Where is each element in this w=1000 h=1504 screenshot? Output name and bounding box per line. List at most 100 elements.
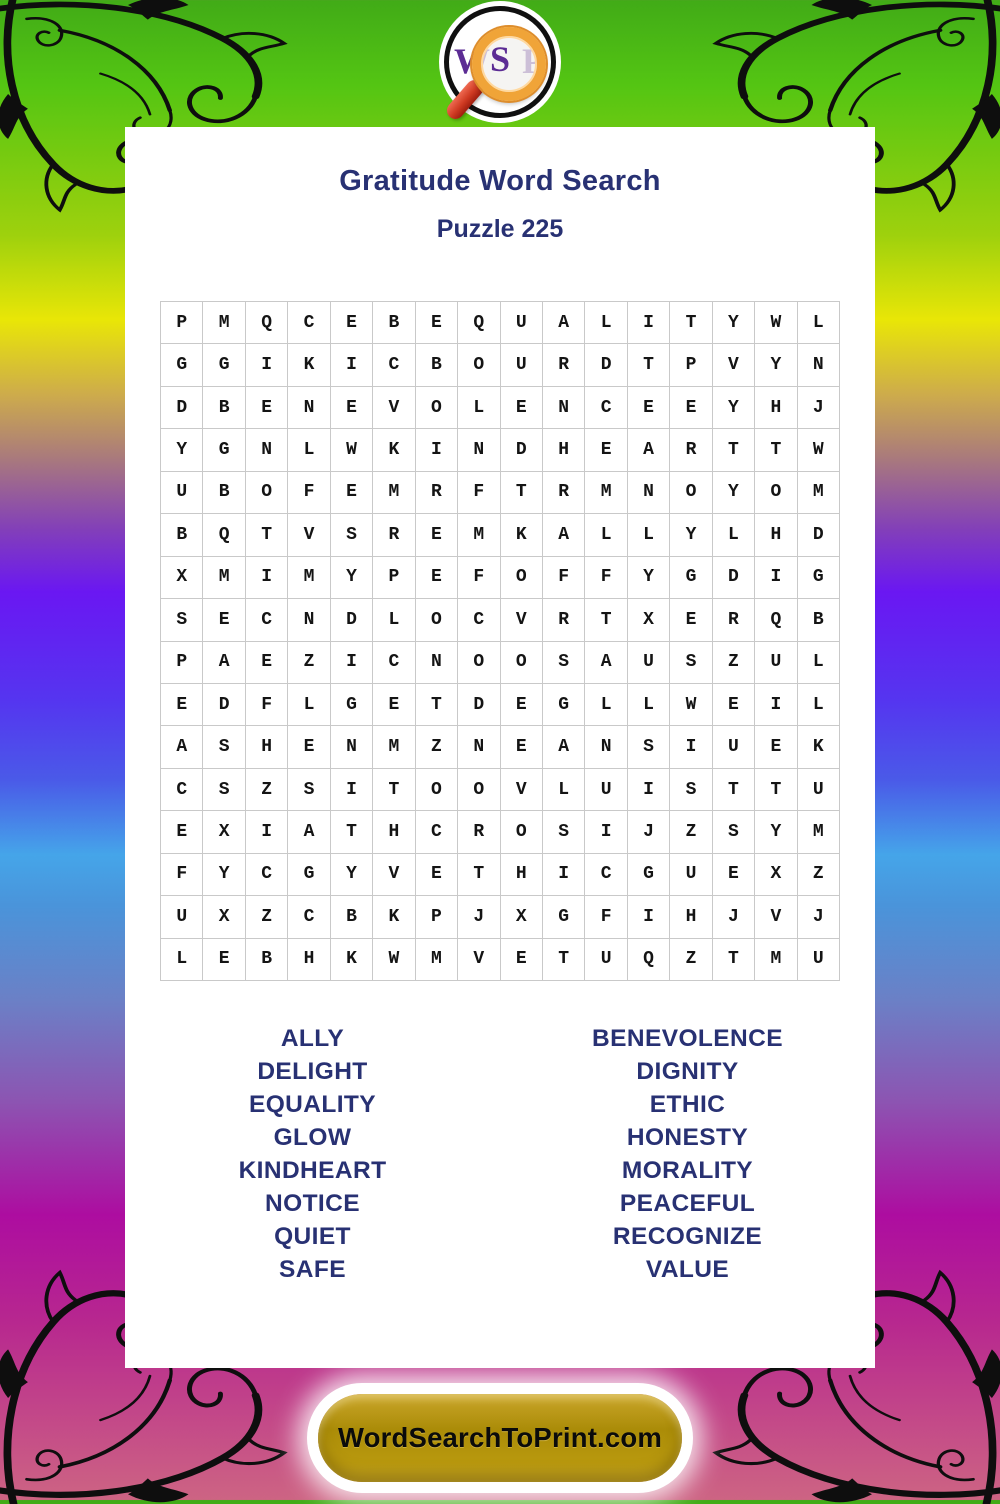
grid-cell: N xyxy=(288,386,331,430)
grid-cell: D xyxy=(161,386,204,430)
grid-cell: X xyxy=(755,853,798,897)
grid-cell: I xyxy=(542,853,586,897)
grid-cell: G xyxy=(288,853,331,897)
grid-cell: C xyxy=(245,599,289,642)
grid-cell: M xyxy=(373,726,416,769)
grid-cell: W xyxy=(330,429,374,472)
wsp-logo: W S P xyxy=(439,1,561,123)
grid-cell: W xyxy=(797,429,840,472)
grid-cell: Q xyxy=(245,302,289,345)
grid-cell: U xyxy=(161,471,204,515)
logo-letter-s: S xyxy=(489,39,511,79)
grid-cell: A xyxy=(585,641,628,684)
word-list-item: DELIGHT xyxy=(257,1058,368,1085)
grid-cell: H xyxy=(542,429,586,472)
grid-cell: N xyxy=(288,599,331,642)
grid-cell: E xyxy=(415,514,459,557)
grid-cell: O xyxy=(415,768,459,812)
grid-cell: S xyxy=(670,768,713,812)
grid-cell: F xyxy=(161,853,204,897)
grid-cell: V xyxy=(458,938,501,981)
website-link-button[interactable]: WordSearchToPrint.com xyxy=(318,1394,682,1482)
grid-cell: O xyxy=(415,599,459,642)
grid-cell: I xyxy=(585,811,628,854)
website-link-label: WordSearchToPrint.com xyxy=(337,1422,663,1453)
grid-cell: I xyxy=(627,896,671,939)
grid-cell: X xyxy=(203,811,246,854)
grid-cell: U xyxy=(161,896,204,939)
grid-cell: E xyxy=(245,641,289,684)
grid-cell: S xyxy=(627,726,671,769)
grid-cell: B xyxy=(797,599,840,642)
grid-cell: H xyxy=(373,811,416,854)
grid-cell: O xyxy=(670,471,713,515)
grid-cell: U xyxy=(627,641,671,684)
grid-cell: H xyxy=(670,896,713,939)
grid-cell: U xyxy=(712,726,756,769)
grid-cell: E xyxy=(712,683,756,727)
grid-cell: Z xyxy=(288,641,331,684)
grid-cell: M xyxy=(203,302,246,345)
grid-cell: N xyxy=(330,726,374,769)
grid-cell: Q xyxy=(627,938,671,981)
grid-cell: V xyxy=(373,386,416,430)
grid-cell: N xyxy=(458,726,501,769)
grid-cell: G xyxy=(161,344,204,387)
grid-cell: E xyxy=(415,853,459,897)
grid-cell: G xyxy=(627,853,671,897)
word-list-item: ALLY xyxy=(280,1025,345,1052)
grid-cell: E xyxy=(500,386,543,430)
grid-cell: G xyxy=(542,683,586,727)
grid-cell: I xyxy=(245,344,289,387)
word-list-item: DIGNITY xyxy=(636,1058,739,1085)
grid-cell: C xyxy=(415,811,459,854)
word-list-item: PEACEFUL xyxy=(619,1190,756,1217)
grid-cell: S xyxy=(330,514,374,557)
grid-cell: J xyxy=(627,811,671,854)
grid-cell: W xyxy=(670,683,713,727)
grid-cell: Y xyxy=(330,556,374,600)
grid-cell: C xyxy=(161,768,204,812)
grid-cell: E xyxy=(203,599,246,642)
grid-cell: C xyxy=(373,641,416,684)
grid-cell: L xyxy=(585,302,628,345)
grid-cell: E xyxy=(330,386,374,430)
grid-cell: E xyxy=(330,302,374,345)
grid-cell: Z xyxy=(670,811,713,854)
word-list-item: GLOW xyxy=(273,1124,352,1151)
grid-cell: N xyxy=(627,471,671,515)
grid-cell: J xyxy=(712,896,756,939)
grid-cell: X xyxy=(627,599,671,642)
grid-cell: C xyxy=(373,344,416,387)
grid-cell: S xyxy=(203,726,246,769)
grid-cell: X xyxy=(500,896,543,939)
grid-cell: L xyxy=(712,514,756,557)
grid-cell: E xyxy=(500,726,543,769)
grid-cell: C xyxy=(585,386,628,430)
grid-cell: D xyxy=(203,683,246,727)
grid-cell: I xyxy=(330,641,374,684)
word-list-item: BENEVOLENCE xyxy=(592,1025,783,1052)
grid-cell: K xyxy=(373,896,416,939)
word-list-item: MORALITY xyxy=(621,1157,754,1184)
grid-cell: A xyxy=(627,429,671,472)
grid-cell: C xyxy=(585,853,628,897)
grid-cell: T xyxy=(415,683,459,727)
grid-cell: T xyxy=(458,853,501,897)
grid-cell: O xyxy=(458,768,501,812)
grid-cell: L xyxy=(458,386,501,430)
grid-cell: E xyxy=(500,683,543,727)
grid-cell: E xyxy=(415,302,459,345)
grid-cell: A xyxy=(542,726,586,769)
grid-cell: L xyxy=(627,514,671,557)
grid-cell: T xyxy=(755,429,798,472)
grid-cell: F xyxy=(585,556,628,600)
word-list-column-2: BENEVOLENCE DIGNITY ETHIC HONESTY MORALITY PE… xyxy=(500,1022,875,1286)
grid-cell: R xyxy=(415,471,459,515)
grid-cell: Y xyxy=(712,302,756,345)
word-list-item: SAFE xyxy=(279,1256,346,1283)
grid-cell: F xyxy=(542,556,586,600)
grid-cell: N xyxy=(542,386,586,430)
grid-cell: R xyxy=(670,429,713,472)
